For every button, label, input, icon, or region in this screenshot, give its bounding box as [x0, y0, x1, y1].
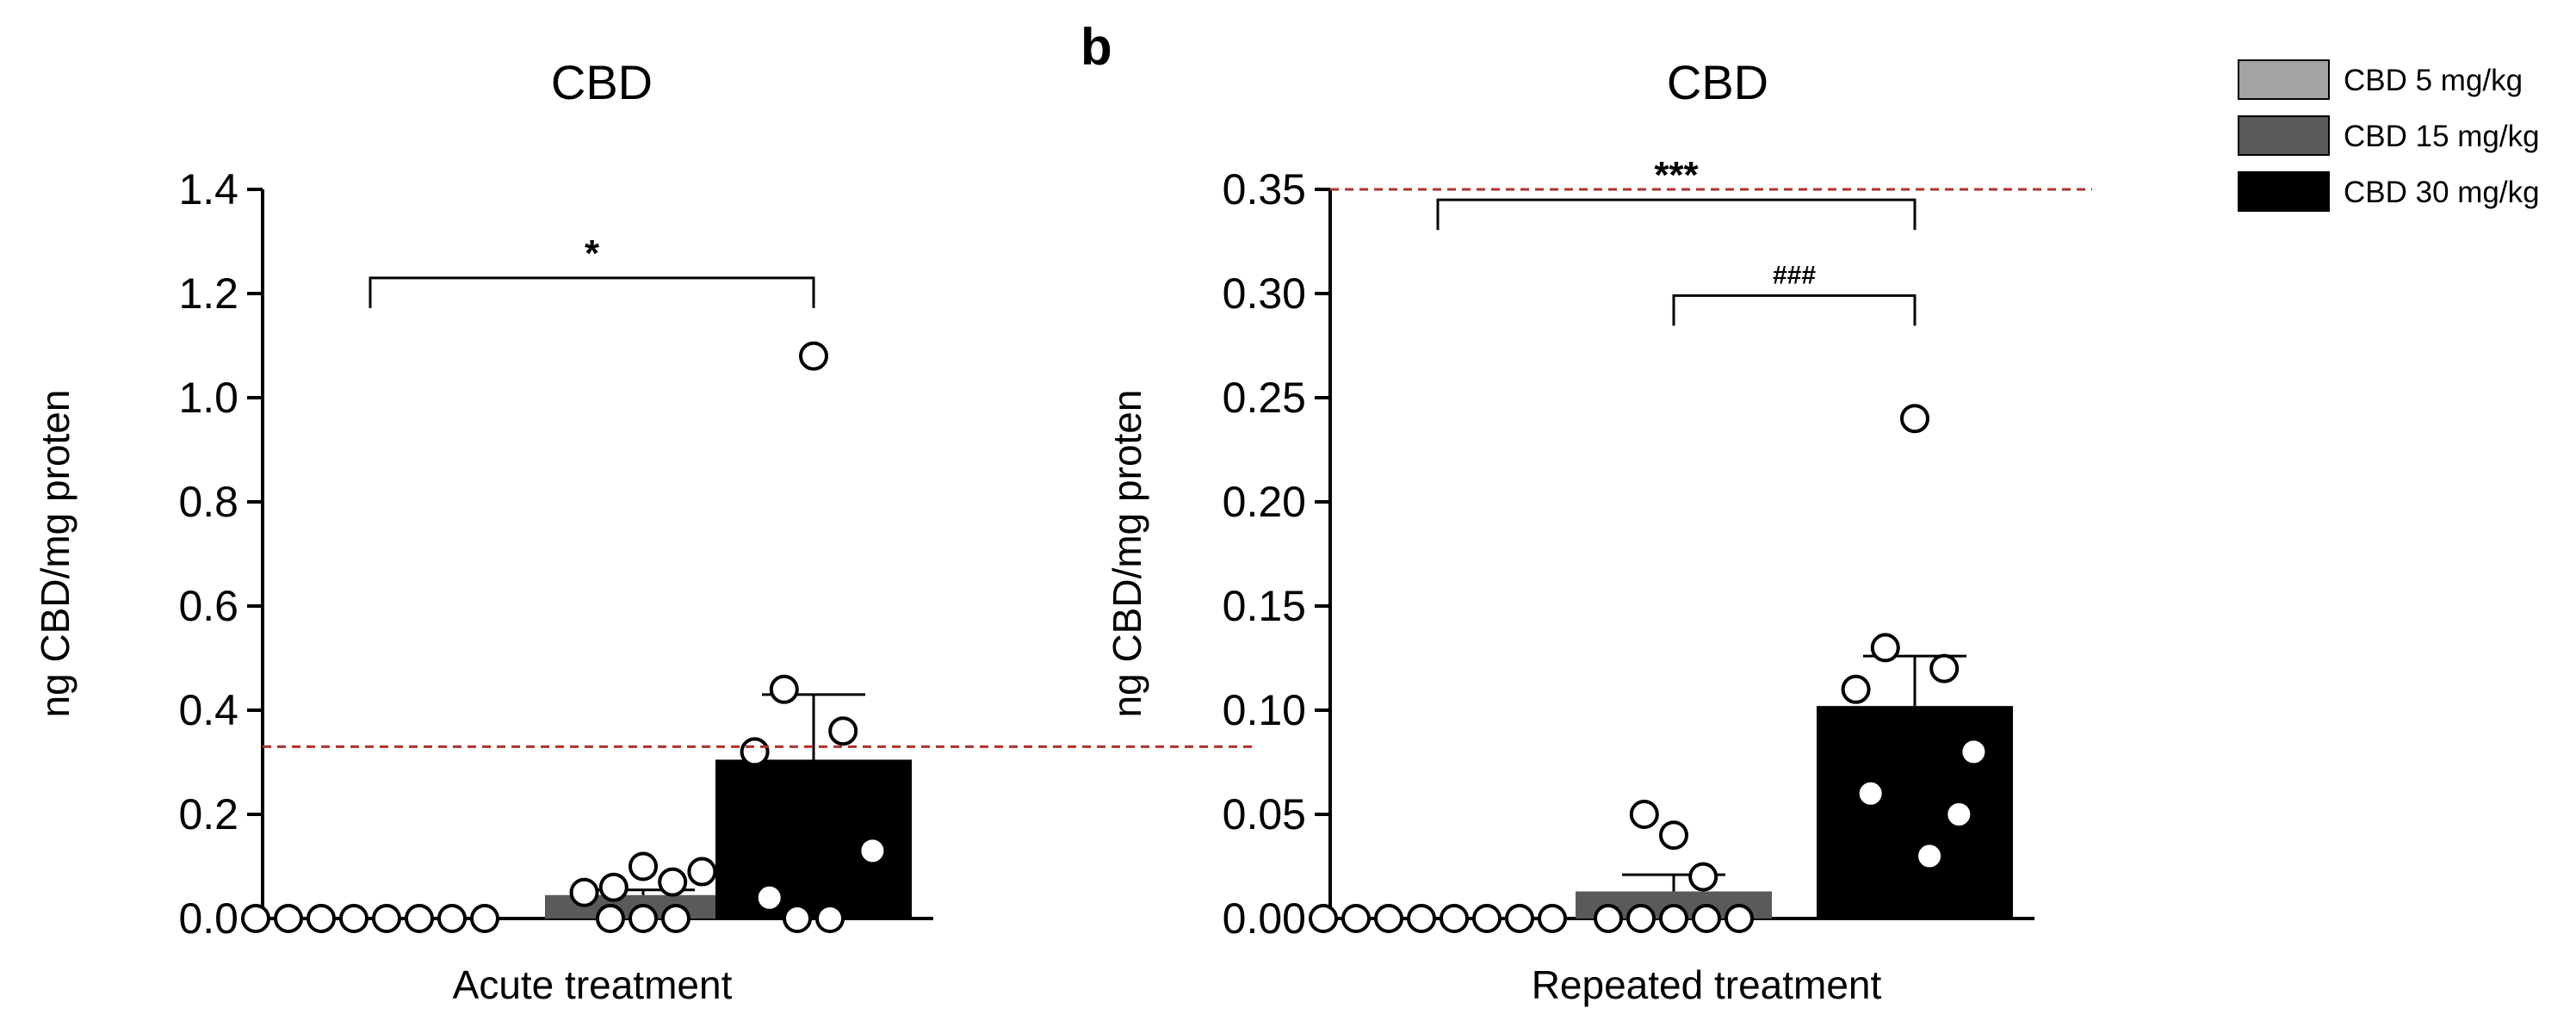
data-point: [661, 904, 690, 933]
data-point: [1870, 633, 1900, 663]
data-point: [1944, 800, 1974, 829]
data-point: [687, 857, 717, 887]
data-point: [629, 904, 658, 933]
data-point: [783, 904, 812, 933]
y-tick-label: 0.00: [1223, 894, 1306, 943]
panel-b-repeated: b CBD 0.00 0.05 0.10 0.15 0.20 0.25 0.30 0.35 Repe…: [1081, 18, 2092, 1007]
y-axis-label: ng CBD/mg proten: [1105, 390, 1149, 718]
data-point: [1341, 904, 1371, 933]
data-point: [1915, 841, 1945, 871]
data-point: [274, 904, 303, 933]
data-point: [1659, 820, 1688, 851]
legend-swatch: [2238, 171, 2330, 212]
legend-swatch: [2238, 115, 2330, 156]
data-point: [1309, 904, 1338, 933]
chart-title: CBD: [551, 55, 653, 109]
data-point: [1688, 862, 1718, 892]
data-point: [1629, 800, 1659, 829]
y-tick-label: 0.20: [1223, 478, 1306, 526]
y-tick-label: 0.25: [1223, 374, 1306, 422]
data-point: [1959, 737, 1989, 767]
data-point: [1626, 904, 1656, 933]
data-point: [1725, 904, 1754, 933]
data-point: [1374, 904, 1403, 933]
data-point: [1659, 904, 1688, 933]
x-axis-label: Acute treatment: [453, 962, 733, 1007]
y-tick-label: 1.0: [178, 374, 238, 422]
y-tick-label: 0.6: [178, 582, 238, 630]
panel-letter: b: [1081, 18, 1112, 76]
data-point: [372, 904, 401, 933]
y-axis-label: ng CBD/mg proten: [33, 390, 77, 718]
data-point: [1505, 904, 1534, 933]
y-tick-label: 0.4: [178, 686, 238, 734]
y-tick-label: 0.10: [1223, 686, 1306, 734]
data-point: [569, 877, 599, 907]
y-tick-label: 0.15: [1223, 582, 1306, 630]
data-point: [596, 904, 625, 933]
data-point: [241, 904, 270, 933]
data-point: [1594, 904, 1623, 933]
data-point: [828, 716, 858, 746]
chart-title: CBD: [1667, 55, 1768, 109]
data-point: [1900, 404, 1929, 434]
y-tick-label: 0.35: [1223, 165, 1306, 213]
data-point: [307, 904, 336, 933]
data-point: [1538, 904, 1567, 933]
y-tick-label: 0.05: [1223, 790, 1306, 838]
legend-label: CBD 30 mg/kg: [2344, 176, 2540, 209]
legend-label: CBD 15 mg/kg: [2344, 120, 2540, 153]
y-tick-label: 0.2: [178, 790, 238, 838]
data-point: [815, 904, 845, 933]
data-point: [470, 904, 499, 933]
data-point: [629, 851, 658, 881]
significance-bracket: [1436, 198, 1917, 231]
significance-label: ###: [1773, 261, 1816, 289]
data-point: [1692, 904, 1721, 933]
data-point: [1855, 778, 1886, 808]
data-point: [754, 882, 784, 912]
significance-label: ***: [1654, 154, 1699, 196]
y-tick-label: 1.4: [178, 165, 238, 213]
data-point: [858, 836, 888, 866]
legend-label: CBD 5 mg/kg: [2344, 64, 2523, 97]
legend-swatch: [2238, 59, 2330, 100]
bar: [715, 759, 912, 919]
data-point: [658, 867, 688, 897]
panel-a-acute: CBD 0.0 0.2 0.4 0.6 0.8 1.0 1.2 1.4 Acute treatme…: [33, 55, 1255, 1007]
data-point: [1407, 904, 1436, 933]
data-point: [437, 904, 467, 933]
data-point: [1841, 674, 1871, 704]
bar: [1817, 706, 2013, 919]
data-point: [598, 872, 629, 902]
y-tick-label: 0.8: [178, 478, 238, 526]
y-tick-label: 0.0: [178, 894, 238, 943]
significance-bracket: [368, 276, 815, 308]
data-point: [1929, 653, 1960, 684]
significance-label: *: [585, 232, 600, 275]
data-point: [339, 904, 368, 933]
significance-bracket: [1672, 294, 1917, 326]
data-point: [1472, 904, 1502, 933]
y-tick-label: 0.30: [1223, 269, 1306, 318]
data-point: [405, 904, 434, 933]
data-point: [1440, 904, 1469, 933]
legend: CBD 5 mg/kg CBD 15 mg/kg CBD 30 mg/kg: [2238, 59, 2540, 212]
data-point: [769, 674, 799, 704]
x-axis-label: Repeated treatment: [1532, 962, 1882, 1007]
data-point: [740, 737, 770, 767]
data-point: [799, 341, 828, 371]
y-tick-label: 1.2: [178, 269, 238, 318]
